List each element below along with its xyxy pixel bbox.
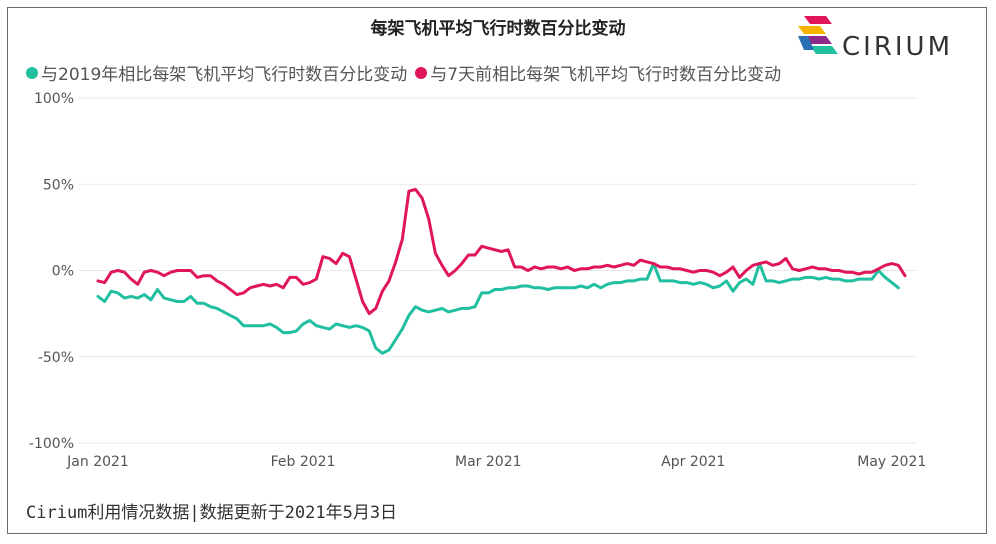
y-tick-label: 50%: [43, 177, 74, 193]
series-lines: [96, 187, 907, 355]
legend-marker-vs2019: [26, 66, 38, 79]
legend-label-vs2019: 与2019年相比每架飞机平均飞行时数百分比变动: [41, 65, 408, 85]
brand-name: CIRIUM: [842, 32, 954, 62]
cirium-logo-icon: [798, 16, 838, 54]
series-line-vs2019: [96, 262, 900, 355]
x-tick-label: Feb 2021: [271, 454, 336, 470]
legend-item-vs2019[interactable]: 与2019年相比每架飞机平均飞行时数百分比变动: [26, 60, 407, 85]
series-line-vs7d: [96, 187, 907, 316]
y-tick-label: -100%: [29, 436, 74, 452]
y-tick-label: -50%: [38, 350, 74, 366]
x-tick-label: Mar 2021: [455, 454, 522, 470]
legend-label-vs7d: 与7天前相比每架飞机平均飞行时数百分比变动: [430, 65, 782, 85]
footer-note: Cirium利用情况数据|数据更新于2021年5月3日: [26, 503, 398, 523]
y-tick-label: 0%: [52, 264, 74, 280]
chart-legend: 与2019年相比每架飞机平均飞行时数百分比变动 与7天前相比每架飞机平均飞行时数…: [26, 60, 789, 85]
chart-frame: [7, 7, 987, 534]
legend-marker-vs7d: [415, 66, 428, 79]
x-tick-label: Apr 2021: [661, 454, 725, 470]
chart-title: 每架飞机平均飞行时数百分比变动: [370, 19, 626, 39]
grid-lines: [78, 97, 917, 444]
x-tick-label: May 2021: [857, 454, 926, 470]
legend-item-vs7d[interactable]: 与7天前相比每架飞机平均飞行时数百分比变动: [415, 60, 781, 85]
y-axis-ticks: 100% 50% 0% -50% -100%: [29, 91, 74, 452]
x-axis-ticks: Jan 2021 Feb 2021 Mar 2021 Apr 2021 May 2021: [66, 454, 926, 470]
x-tick-label: Jan 2021: [66, 454, 129, 470]
y-tick-label: 100%: [34, 91, 74, 107]
